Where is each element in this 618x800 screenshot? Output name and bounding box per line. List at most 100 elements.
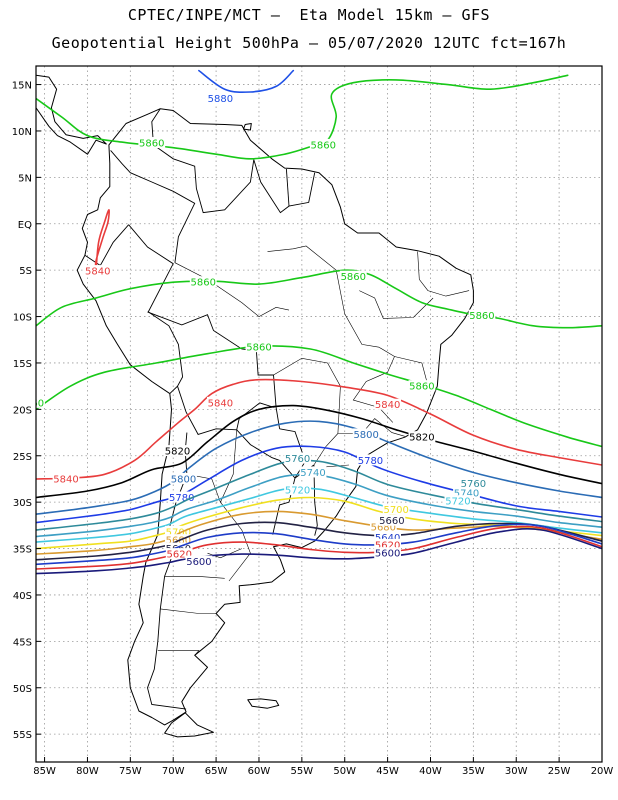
contour-5780 (36, 445, 602, 524)
contour-label-background (52, 472, 80, 484)
lon-tick-label: 20W (591, 766, 614, 777)
country-border (147, 311, 281, 429)
contour-label-background (468, 309, 496, 321)
lon-tick-label: 35W (462, 766, 485, 777)
contour-label-background (36, 396, 45, 408)
contour-label-background (352, 428, 380, 440)
contour-5820 (36, 404, 602, 499)
lat-tick-label: 10N (12, 127, 32, 138)
contour-label: 5720 (285, 486, 310, 497)
contour-label-background (170, 472, 197, 484)
contour-label: 5760 (461, 479, 486, 490)
state-border (273, 357, 341, 434)
state-border (174, 262, 290, 317)
lat-tick-label: 25S (13, 452, 32, 463)
lon-tick-label: 25W (548, 766, 571, 777)
contour-label: 60 (31, 398, 44, 409)
south-america-coastline (76, 108, 474, 726)
country-border (151, 108, 255, 214)
contour-label: 5820 (165, 447, 190, 458)
lat-tick-label: 5N (18, 173, 32, 184)
contour-5620 (36, 525, 602, 570)
contour-label: 5620 (166, 550, 191, 561)
contour-5600 (36, 528, 602, 575)
lat-tick-label: 40S (13, 591, 32, 602)
contour-label-background (284, 452, 311, 464)
contour-label: 5860 (246, 343, 271, 354)
contour-label-background (357, 454, 384, 466)
lat-tick-label: 10S (13, 313, 32, 324)
contour-label-background (378, 514, 406, 526)
contour-label-background (164, 542, 192, 554)
contour-label-background (168, 491, 196, 503)
lon-tick-label: 70W (162, 766, 185, 777)
contour-5740 (36, 473, 602, 538)
state-border (164, 576, 225, 579)
contour-label: 5860 (469, 311, 494, 322)
contour-label-background (408, 431, 436, 443)
contour-label-background (382, 503, 410, 515)
contour-label-background (185, 555, 213, 567)
contour-label: 5600 (375, 549, 400, 560)
contour-label: 5840 (53, 474, 78, 485)
contour-5880 (198, 69, 295, 94)
state-border (359, 290, 434, 319)
contour-label-background (164, 525, 192, 537)
contour-label-background (453, 486, 480, 498)
contour-label: 5840 (375, 400, 400, 411)
contour-5840 (36, 378, 602, 480)
contour-label: 5880 (208, 94, 233, 105)
contour-label: 5860 (409, 382, 434, 393)
lat-tick-label: 30S (13, 498, 32, 509)
coastlines-and-borders (36, 74, 474, 738)
country-border (177, 386, 275, 435)
contour-label: 5780 (358, 456, 383, 467)
country-border (110, 150, 196, 263)
contour-label: 5600 (186, 557, 211, 568)
contour-label: 5860 (139, 139, 164, 150)
lat-tick-label: 35S (13, 545, 32, 556)
lat-tick-label: 15S (13, 359, 32, 370)
contour-5860 (36, 345, 602, 448)
contour-label-background (339, 270, 367, 282)
contour-label: 5660 (379, 516, 404, 527)
country-border (128, 224, 184, 394)
state-border (313, 433, 339, 466)
central-america-coastline (36, 74, 107, 155)
contour-label: 5800 (171, 474, 196, 485)
lon-tick-label: 40W (419, 766, 442, 777)
country-border (236, 428, 306, 479)
contour-5840 (94, 209, 110, 271)
contour-label: 5720 (445, 497, 470, 508)
contour-label: 5740 (454, 488, 479, 499)
contour-label-background (245, 341, 273, 353)
contour-label-background (284, 484, 311, 496)
lon-tick-label: 60W (248, 766, 271, 777)
contour-label: 5780 (169, 493, 194, 504)
lat-tick-label: 5S (19, 266, 32, 277)
contour-label-background (374, 398, 402, 410)
state-border (417, 251, 470, 297)
lon-tick-label: 50W (333, 766, 356, 777)
country-border (313, 464, 318, 536)
lat-tick-label: 50S (13, 684, 32, 695)
map-title: CPTEC/INPE/MCT – Eta Model 15km – GFS (127, 6, 491, 24)
contour-label-background (459, 477, 487, 489)
contour-label: 5740 (300, 468, 325, 479)
contour-label-background (189, 276, 217, 288)
plot-frame (35, 65, 603, 763)
state-border (160, 608, 217, 614)
contour-label-background (374, 547, 402, 559)
map-subtitle: Geopotential Height 500hPa – 05/07/2020 … (51, 34, 567, 52)
lat-tick-label: 15N (12, 81, 32, 92)
contour-label-background (369, 521, 397, 533)
contour-label: 5800 (353, 430, 378, 441)
contour-5640 (36, 523, 602, 566)
contour-label-background (206, 92, 234, 104)
contour-label: 5860 (341, 272, 366, 283)
contour-label: 5860 (191, 278, 216, 289)
contour-label-background (408, 380, 436, 392)
country-border (84, 224, 129, 267)
contour-5680 (36, 510, 602, 555)
country-border (285, 168, 290, 207)
